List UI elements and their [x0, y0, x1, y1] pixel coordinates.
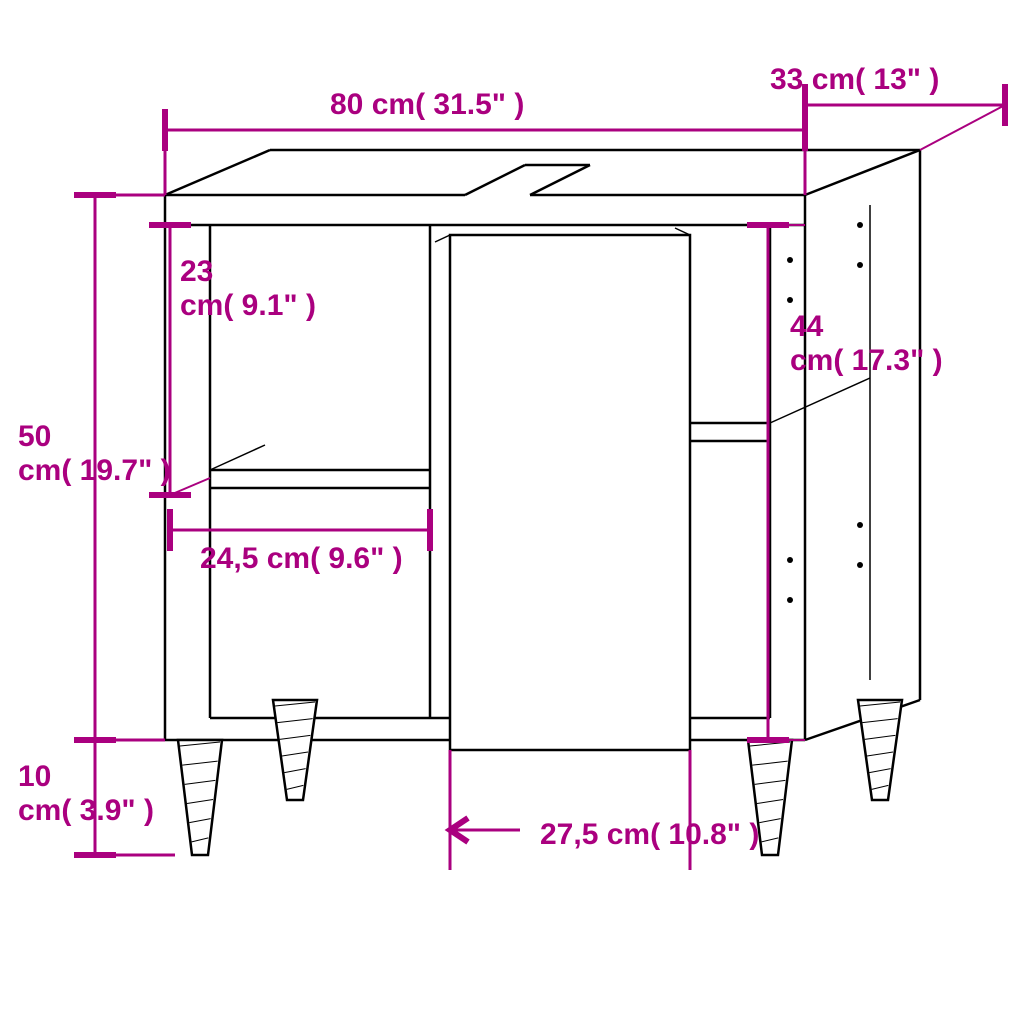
- dim-width-245: 24,5 cm( 9.6" ): [200, 542, 403, 576]
- dimension-diagram: [0, 0, 1024, 1024]
- dim-height-50: 50 cm( 19.7" ): [18, 420, 171, 488]
- dim-height-23: 23 cm( 9.1" ): [180, 255, 316, 323]
- dim-height-44: 44 cm( 17.3" ): [790, 310, 943, 378]
- dim-width-80: 80 cm( 31.5" ): [330, 88, 524, 122]
- dim-height-10: 10 cm( 3.9" ): [18, 760, 154, 828]
- dim-width-275: 27,5 cm( 10.8" ): [540, 818, 759, 852]
- dim-depth-33: 33 cm( 13" ): [770, 63, 939, 97]
